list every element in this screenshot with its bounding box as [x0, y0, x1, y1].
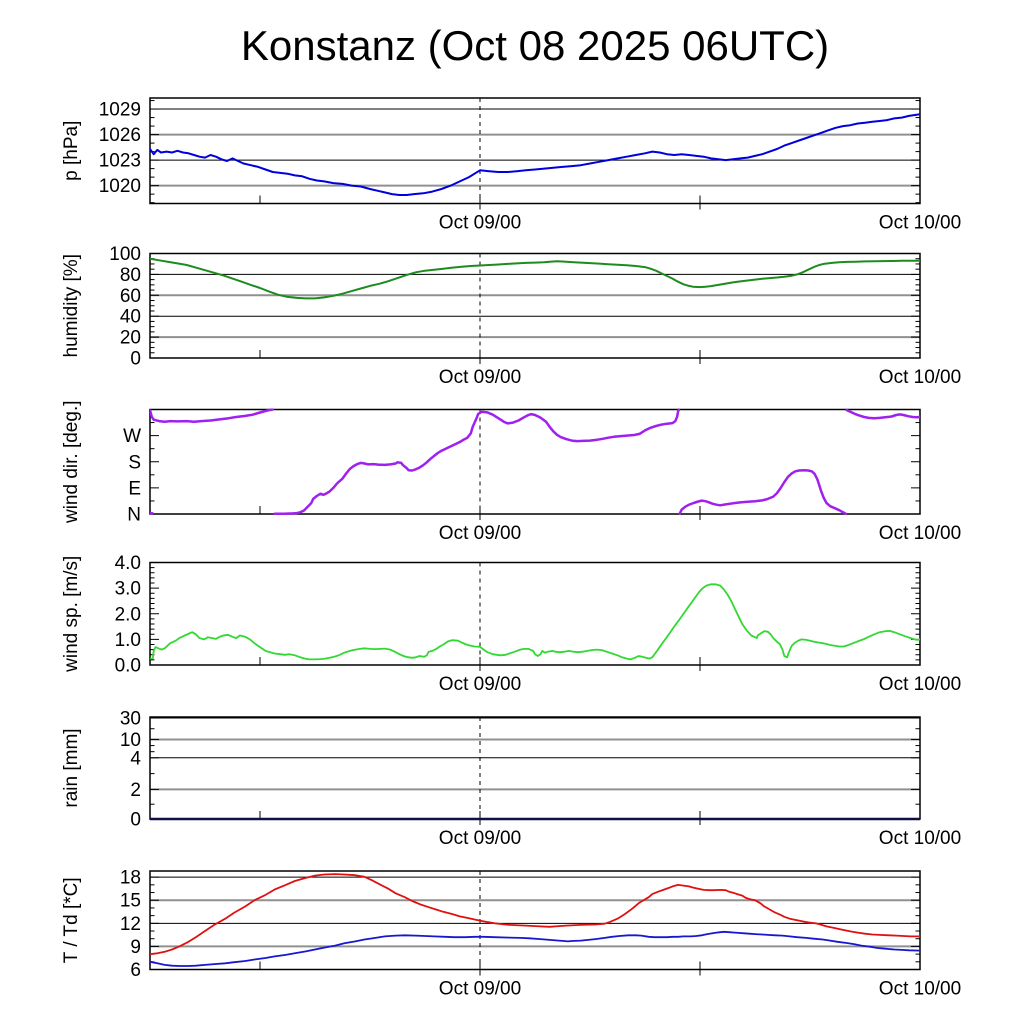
y-axis-label-temperature-dewpoint: T / Td [*C] [61, 877, 82, 963]
y-tick-label-wind-speed: 1.0 [115, 630, 141, 651]
y-tick-label-humidity: 80 [120, 265, 141, 286]
series-humidity [150, 257, 920, 300]
y-tick-label-wind-direction: W [123, 426, 141, 447]
series-wind-direction-seg3 [678, 468, 848, 515]
series-dewpoint [150, 930, 920, 967]
panel-frame-wind-speed [149, 561, 921, 666]
panel-frame-humidity [149, 252, 921, 359]
series-wind-direction-seg2 [273, 408, 681, 515]
y-tick-label-wind-direction: E [128, 478, 141, 499]
y-tick-label-wind-direction: N [127, 505, 141, 526]
y-tick-label-temperature-dewpoint: 18 [120, 868, 141, 889]
y-tick-label-temperature-dewpoint: 6 [130, 960, 141, 981]
y-tick-label-wind-speed: 4.0 [115, 553, 141, 574]
panel-frame-wind-direction [149, 408, 921, 515]
chart-title: Konstanz (Oct 08 2025 06UTC) [240, 22, 830, 69]
x-tick-label: Oct 10/00 [879, 828, 961, 849]
y-axis-label-wind-direction: wind dir. [deg.] [61, 400, 82, 524]
x-tick-label: Oct 09/00 [439, 828, 521, 849]
y-axis-label-pressure: p [hPa] [61, 121, 82, 181]
y-tick-label-pressure: 1020 [99, 176, 141, 197]
x-tick-label: Oct 09/00 [439, 979, 521, 1000]
y-tick-label-rain: 0 [130, 810, 141, 831]
x-tick-label: Oct 09/00 [439, 367, 521, 388]
x-tick-label: Oct 09/00 [439, 674, 521, 695]
x-tick-label: Oct 10/00 [879, 523, 961, 544]
y-tick-label-wind-direction: S [128, 452, 141, 473]
y-tick-label-humidity: 100 [109, 244, 141, 265]
series-wind-direction-seg1 [150, 408, 275, 423]
y-tick-label-temperature-dewpoint: 15 [120, 891, 141, 912]
y-axis-label-rain: rain [mm] [61, 728, 82, 807]
panel-frame-pressure [149, 97, 921, 205]
x-tick-label: Oct 10/00 [879, 213, 961, 234]
y-axis-label-humidity: humidity [%] [61, 254, 82, 357]
y-axis-label-wind-speed: wind sp. [m/s] [61, 556, 82, 673]
x-tick-label: Oct 09/00 [439, 523, 521, 544]
y-tick-label-humidity: 20 [120, 328, 141, 349]
y-tick-label-rain: 30 [120, 709, 141, 730]
x-tick-label: Oct 10/00 [879, 367, 961, 388]
y-tick-label-rain: 10 [120, 730, 141, 751]
x-tick-label: Oct 10/00 [879, 979, 961, 1000]
y-tick-label-wind-speed: 0.0 [115, 656, 141, 677]
panel-frame-temperature-dewpoint [149, 870, 921, 971]
x-tick-label: Oct 10/00 [879, 674, 961, 695]
y-tick-label-pressure: 1026 [99, 125, 141, 146]
y-tick-label-pressure: 1023 [99, 151, 141, 172]
x-tick-label: Oct 09/00 [439, 213, 521, 234]
y-tick-label-humidity: 40 [120, 307, 141, 328]
y-tick-label-wind-speed: 2.0 [115, 604, 141, 625]
series-wind-direction-seg4 [845, 408, 920, 420]
series-wind-speed [150, 583, 920, 661]
y-tick-label-pressure: 1029 [99, 100, 141, 121]
panel-frame-rain [149, 716, 921, 820]
y-tick-label-temperature-dewpoint: 9 [130, 937, 141, 958]
series-pressure [150, 113, 920, 196]
y-tick-label-humidity: 0 [130, 349, 141, 370]
y-tick-label-rain: 2 [130, 780, 141, 801]
y-tick-label-temperature-dewpoint: 12 [120, 914, 141, 935]
series-temperature [150, 873, 920, 955]
y-tick-label-rain: 4 [130, 748, 141, 769]
y-tick-label-humidity: 60 [120, 286, 141, 307]
y-tick-label-wind-speed: 3.0 [115, 579, 141, 600]
